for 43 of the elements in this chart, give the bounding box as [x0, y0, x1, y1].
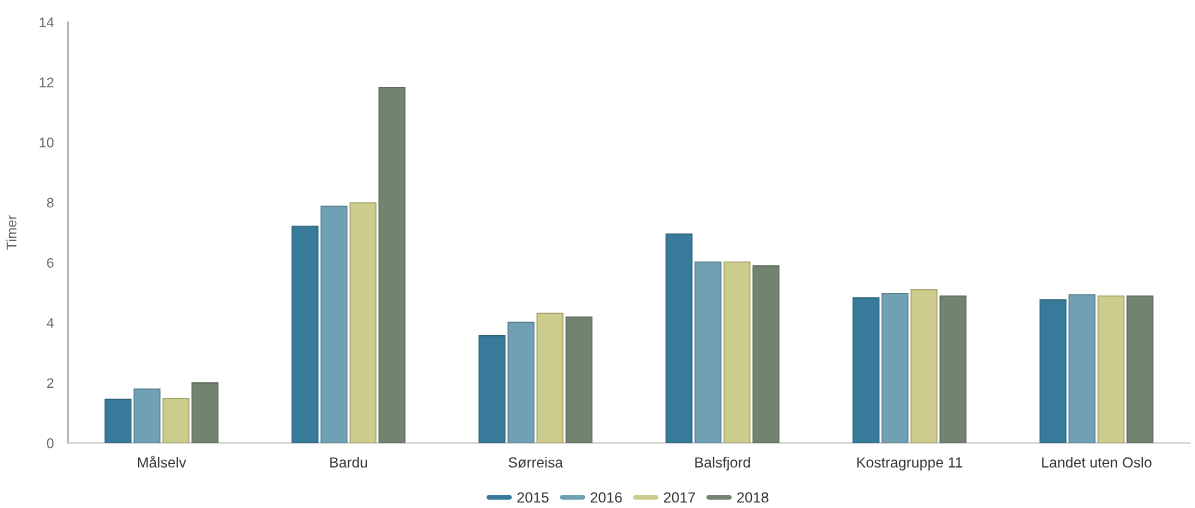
x-tick-label: Kostragruppe 11 — [857, 457, 963, 471]
y-tick-label: 10 — [39, 137, 54, 148]
y-tick-label: 14 — [39, 17, 54, 28]
bar — [881, 292, 909, 443]
bar — [133, 388, 161, 443]
bar — [1068, 294, 1096, 443]
bar — [910, 289, 938, 443]
x-tick-label: Balsfjord — [695, 456, 750, 471]
x-tick-label: Sørreisa — [508, 456, 564, 468]
y-tick-label: 8 — [46, 197, 54, 208]
bar — [1097, 295, 1125, 443]
bar — [939, 295, 967, 443]
bar — [752, 265, 780, 443]
x-tick-label: Bardu — [330, 456, 367, 468]
legend-label: 2017 — [664, 492, 695, 503]
legend-label: 2015 — [517, 492, 549, 503]
legend-label: 2018 — [737, 492, 769, 503]
y-axis-title: Timer — [6, 215, 17, 250]
bar — [291, 225, 319, 443]
x-tick-label: Landet uten Oslo — [1042, 456, 1152, 468]
bar — [536, 312, 564, 443]
bar — [478, 335, 506, 443]
bar — [378, 87, 406, 443]
bar — [320, 205, 348, 443]
y-tick-label: 12 — [39, 77, 54, 88]
bar — [852, 297, 880, 443]
legend-label: 2016 — [590, 492, 622, 503]
bar — [1039, 299, 1067, 443]
x-tick-label: Målselv — [137, 455, 187, 468]
y-tick-label: 6 — [47, 257, 54, 268]
y-tick-label: 4 — [46, 318, 54, 328]
bar — [665, 233, 693, 443]
bar — [565, 316, 593, 443]
bar — [162, 397, 190, 443]
bar — [723, 261, 751, 443]
bar — [1126, 295, 1154, 443]
bar — [349, 202, 377, 443]
y-tick-label: 2 — [47, 378, 54, 388]
bar — [104, 398, 132, 443]
y-tick-label: 0 — [46, 438, 54, 449]
bar — [507, 321, 535, 443]
bar — [191, 382, 219, 443]
bar — [694, 261, 722, 443]
